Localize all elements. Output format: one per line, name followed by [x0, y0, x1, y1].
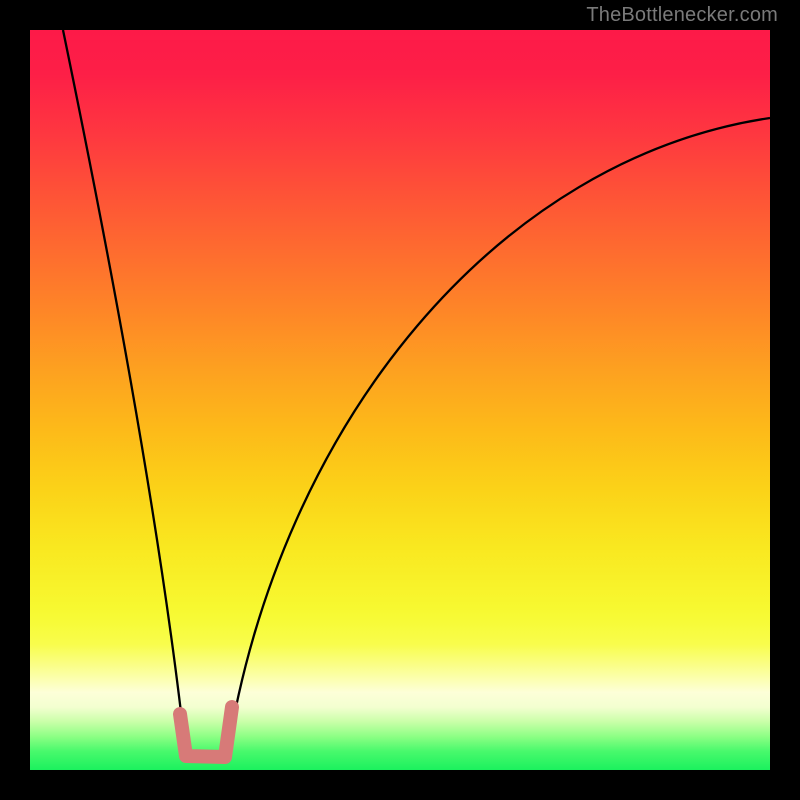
gradient-background: [30, 30, 770, 770]
bottleneck-chart: [0, 0, 800, 800]
